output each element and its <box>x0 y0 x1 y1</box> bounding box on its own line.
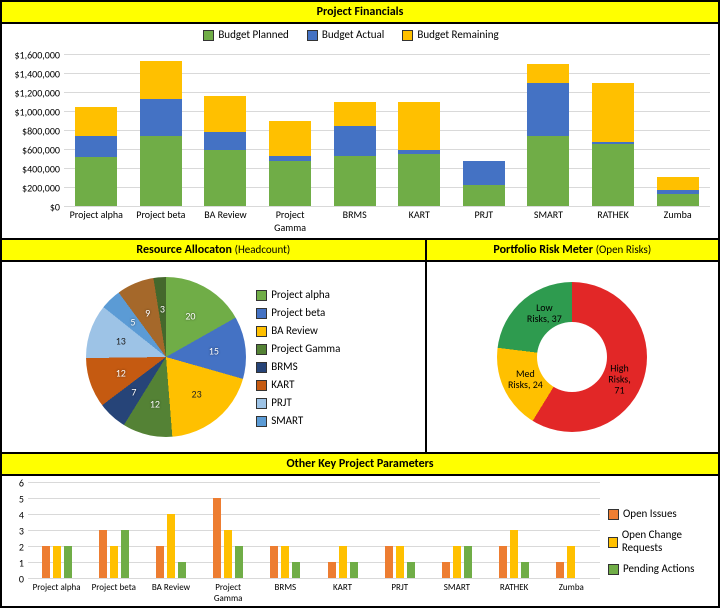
fin-bar <box>269 121 311 206</box>
financials-panel: Project Financials Budget PlannedBudget … <box>0 0 720 240</box>
other-bar-group <box>326 546 360 578</box>
other-bar-group <box>97 530 131 578</box>
fin-x-label: Project alpha <box>68 208 124 234</box>
other-bar-group <box>497 530 531 578</box>
pie-legend-item: Project alpha <box>256 288 340 301</box>
donut-label: LowRisks, 37 <box>527 302 562 324</box>
fin-x-label: Zumba <box>650 208 706 234</box>
fin-legend-item: Budget Actual <box>307 28 385 41</box>
fin-x-label: Project beta <box>133 208 189 234</box>
other-title: Other Key Project Parameters <box>2 454 718 476</box>
fin-bar <box>463 161 505 206</box>
pie-legend-item: KART <box>256 378 340 391</box>
pie-value-label: 20 <box>185 309 195 322</box>
fin-x-label: PRJT <box>456 208 512 234</box>
risk-title-text: Portfolio Risk Meter <box>493 243 593 257</box>
pie-legend-item: BRMS <box>256 360 340 373</box>
other-x-labels: Project alphaProject betaBA ReviewProjec… <box>28 582 600 604</box>
fin-x-label: BA Review <box>197 208 253 234</box>
fin-bar <box>527 64 569 206</box>
risk-panel: Portfolio Risk Meter (Open Risks) HighRi… <box>427 240 720 454</box>
pie-value-label: 23 <box>192 388 202 401</box>
other-x-label: Project beta <box>88 582 140 604</box>
financials-title: Project Financials <box>2 2 718 24</box>
donut-hole <box>537 322 607 392</box>
resource-legend: Project alpha Project beta BA Review Projec… <box>256 288 340 427</box>
fin-x-label: RATHEK <box>585 208 641 234</box>
fin-x-label: BRMS <box>327 208 383 234</box>
pie-value-label: 5 <box>130 316 135 329</box>
pie-legend-item: PRJT <box>256 396 340 409</box>
middle-row: Resource Allocaton (Headcount) 20 15 23 12 7… <box>0 240 720 454</box>
other-chart: 0123456 Project alphaProject betaBA Revi… <box>2 476 608 606</box>
fin-x-label: KART <box>391 208 447 234</box>
other-x-label: KART <box>317 582 369 604</box>
fin-x-label: SMART <box>520 208 576 234</box>
fin-bar <box>204 96 246 206</box>
pie-value-label: 12 <box>150 397 160 410</box>
other-legend-item: Pending Actions <box>608 562 712 575</box>
fin-bar <box>140 61 182 206</box>
pie-legend-item: SMART <box>256 414 340 427</box>
resource-title-text: Resource Allocaton <box>136 243 231 257</box>
risk-title: Portfolio Risk Meter (Open Risks) <box>427 240 718 262</box>
resource-chart: 20 15 23 12 7 12 13 593 Project alpha Project be… <box>2 262 425 452</box>
pie-value-label: 9 <box>145 306 150 319</box>
other-panel: Other Key Project Parameters 0123456 Pro… <box>0 454 720 608</box>
resource-panel: Resource Allocaton (Headcount) 20 15 23 12 7… <box>0 240 427 454</box>
other-x-label: PRJT <box>374 582 426 604</box>
donut-label: HighRisks, 71 <box>606 362 634 395</box>
other-x-label: BA Review <box>145 582 197 604</box>
fin-bar <box>592 83 634 206</box>
fin-bar <box>75 107 117 206</box>
other-bar-group <box>154 514 188 578</box>
fin-x-label: Project Gamma <box>262 208 318 234</box>
financials-x-labels: Project alpha Project beta BA Review Projec… <box>64 208 710 234</box>
other-x-label: RATHEK <box>488 582 540 604</box>
fin-bar <box>334 102 376 206</box>
fin-bar <box>657 177 699 206</box>
other-bar-group <box>440 546 474 578</box>
other-bar-group <box>554 546 588 578</box>
pie-value-label: 15 <box>209 345 219 358</box>
pie-value-label: 13 <box>116 335 126 348</box>
other-x-label: Project Gamma <box>202 582 254 604</box>
resource-title: Resource Allocaton (Headcount) <box>2 240 425 262</box>
risk-chart: HighRisks, 71 MedRisks, 24 LowRisks, 37 <box>427 262 718 452</box>
other-bar-group <box>383 546 417 578</box>
other-legend: Open Issues Open Change Requests Pending A… <box>608 476 718 606</box>
other-bar-group <box>40 546 74 578</box>
other-x-label: BRMS <box>259 582 311 604</box>
pie-legend-item: BA Review <box>256 324 340 337</box>
other-x-label: Zumba <box>545 582 597 604</box>
other-bars <box>28 482 600 578</box>
other-bar-group <box>211 498 245 578</box>
pie-legend-item: Project beta <box>256 306 340 319</box>
other-legend-item: Open Issues <box>608 507 712 520</box>
other-bar-group <box>268 546 302 578</box>
resource-pie: 20 15 23 12 7 12 13 593 <box>86 277 246 437</box>
risk-subtitle: (Open Risks) <box>596 243 651 256</box>
financials-legend: Budget Planned Budget Actual Budget Remain… <box>2 24 718 48</box>
risk-donut: HighRisks, 71 MedRisks, 24 LowRisks, 37 <box>497 282 647 432</box>
pie-value-label: 3 <box>160 303 165 316</box>
resource-subtitle: (Headcount) <box>235 243 291 256</box>
other-legend-item: Open Change Requests <box>608 528 712 554</box>
fin-bar <box>398 102 440 206</box>
other-body: 0123456 Project alphaProject betaBA Revi… <box>2 476 718 606</box>
fin-legend-item: Budget Planned <box>203 28 289 41</box>
financials-chart: $0$200,000$400,000$600,000$800,000$1,000… <box>2 48 718 238</box>
financials-bars <box>64 54 710 206</box>
pie-value-label: 12 <box>116 366 126 379</box>
other-x-label: SMART <box>431 582 483 604</box>
pie-legend-item: Project Gamma <box>256 342 340 355</box>
fin-legend-item: Budget Remaining <box>402 28 498 41</box>
other-x-label: Project alpha <box>31 582 83 604</box>
pie-value-label: 7 <box>131 386 136 399</box>
donut-label: MedRisks, 24 <box>508 368 543 390</box>
